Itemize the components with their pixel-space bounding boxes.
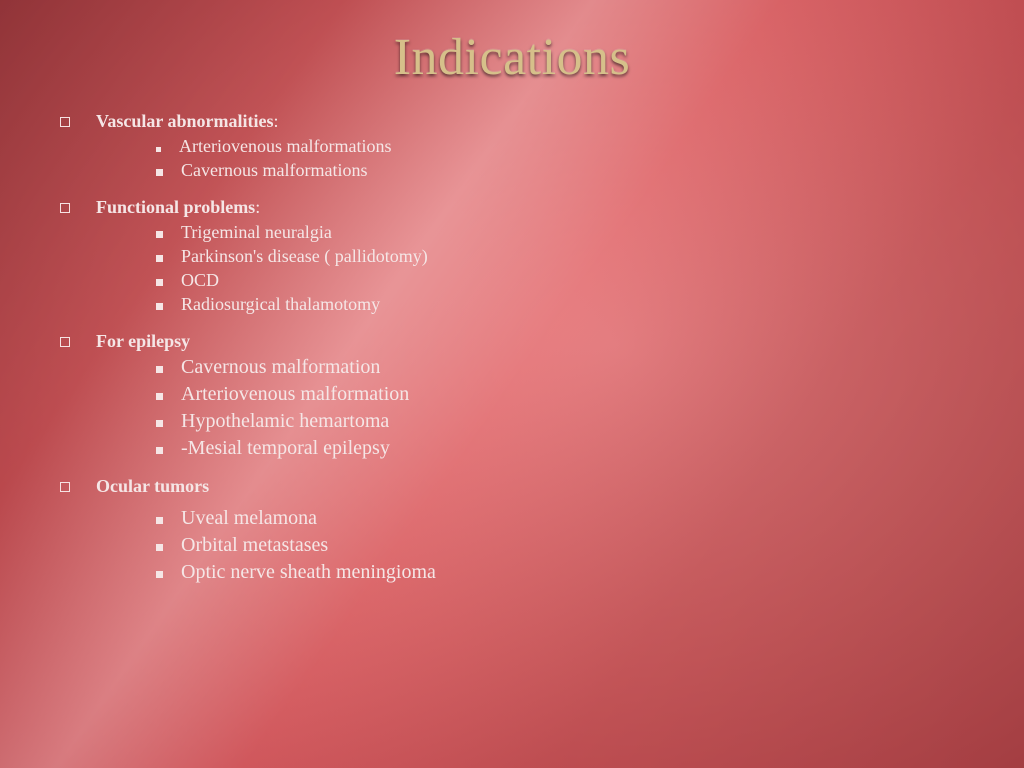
square-bullet-icon: [156, 366, 163, 373]
item-text: Arteriovenous malformations: [179, 134, 391, 158]
section-ocular: Ocular tumors Uveal melamona Orbital met…: [60, 476, 964, 586]
square-bullet-icon: [156, 279, 163, 286]
item-text: Hypothelamic hemartoma: [181, 408, 389, 435]
square-bullet-icon: [156, 147, 161, 152]
list-item: Parkinson's disease ( pallidotomy): [156, 244, 964, 268]
item-text: Arteriovenous malformation: [181, 381, 409, 408]
heading-text: Ocular tumors: [96, 476, 209, 496]
square-outline-icon: [60, 117, 70, 127]
list-item: Trigeminal neuralgia: [156, 220, 964, 244]
square-bullet-icon: [156, 303, 163, 310]
item-text: Cavernous malformation: [181, 354, 380, 381]
list-item: Uveal melamona: [156, 505, 964, 532]
section-vascular: Vascular abnormalities: Arteriovenous ma…: [60, 111, 964, 183]
section-heading: Vascular abnormalities:: [96, 111, 279, 132]
list-item: Radiosurgical thalamotomy: [156, 292, 964, 316]
list-item: OCD: [156, 268, 964, 292]
square-bullet-icon: [156, 571, 163, 578]
list-item: Hypothelamic hemartoma: [156, 408, 964, 435]
list-item: Optic nerve sheath meningioma: [156, 559, 964, 586]
slide-body: Vascular abnormalities: Arteriovenous ma…: [0, 87, 1024, 586]
slide-title: Indications: [0, 0, 1024, 87]
square-bullet-icon: [156, 447, 163, 454]
item-text: Optic nerve sheath meningioma: [181, 559, 436, 586]
list-item: Cavernous malformation: [156, 354, 964, 381]
square-bullet-icon: [156, 169, 163, 176]
list-item: Cavernous malformations: [156, 158, 964, 182]
section-heading: Functional problems:: [96, 197, 260, 218]
item-text: -Mesial temporal epilepsy: [181, 435, 390, 462]
square-outline-icon: [60, 337, 70, 347]
item-text: OCD: [181, 268, 219, 292]
heading-text: For epilepsy: [96, 331, 190, 351]
square-bullet-icon: [156, 544, 163, 551]
heading-text: Vascular abnormalities: [96, 111, 274, 131]
list-item: Arteriovenous malformations: [156, 134, 964, 158]
square-bullet-icon: [156, 393, 163, 400]
heading-text: Functional problems: [96, 197, 255, 217]
item-text: Radiosurgical thalamotomy: [181, 292, 380, 316]
item-text: Uveal melamona: [181, 505, 317, 532]
item-text: Trigeminal neuralgia: [181, 220, 332, 244]
section-heading: Ocular tumors: [96, 476, 209, 497]
square-bullet-icon: [156, 517, 163, 524]
section-heading: For epilepsy: [96, 331, 190, 352]
list-item: Arteriovenous malformation: [156, 381, 964, 408]
list-item: -Mesial temporal epilepsy: [156, 435, 964, 462]
square-bullet-icon: [156, 420, 163, 427]
item-text: Parkinson's disease ( pallidotomy): [181, 244, 428, 268]
section-epilepsy: For epilepsy Cavernous malformation Arte…: [60, 331, 964, 462]
item-text: Orbital metastases: [181, 532, 328, 559]
square-outline-icon: [60, 482, 70, 492]
item-text: Cavernous malformations: [181, 158, 367, 182]
square-bullet-icon: [156, 231, 163, 238]
list-item: Orbital metastases: [156, 532, 964, 559]
section-functional: Functional problems: Trigeminal neuralgi…: [60, 197, 964, 317]
square-outline-icon: [60, 203, 70, 213]
square-bullet-icon: [156, 255, 163, 262]
